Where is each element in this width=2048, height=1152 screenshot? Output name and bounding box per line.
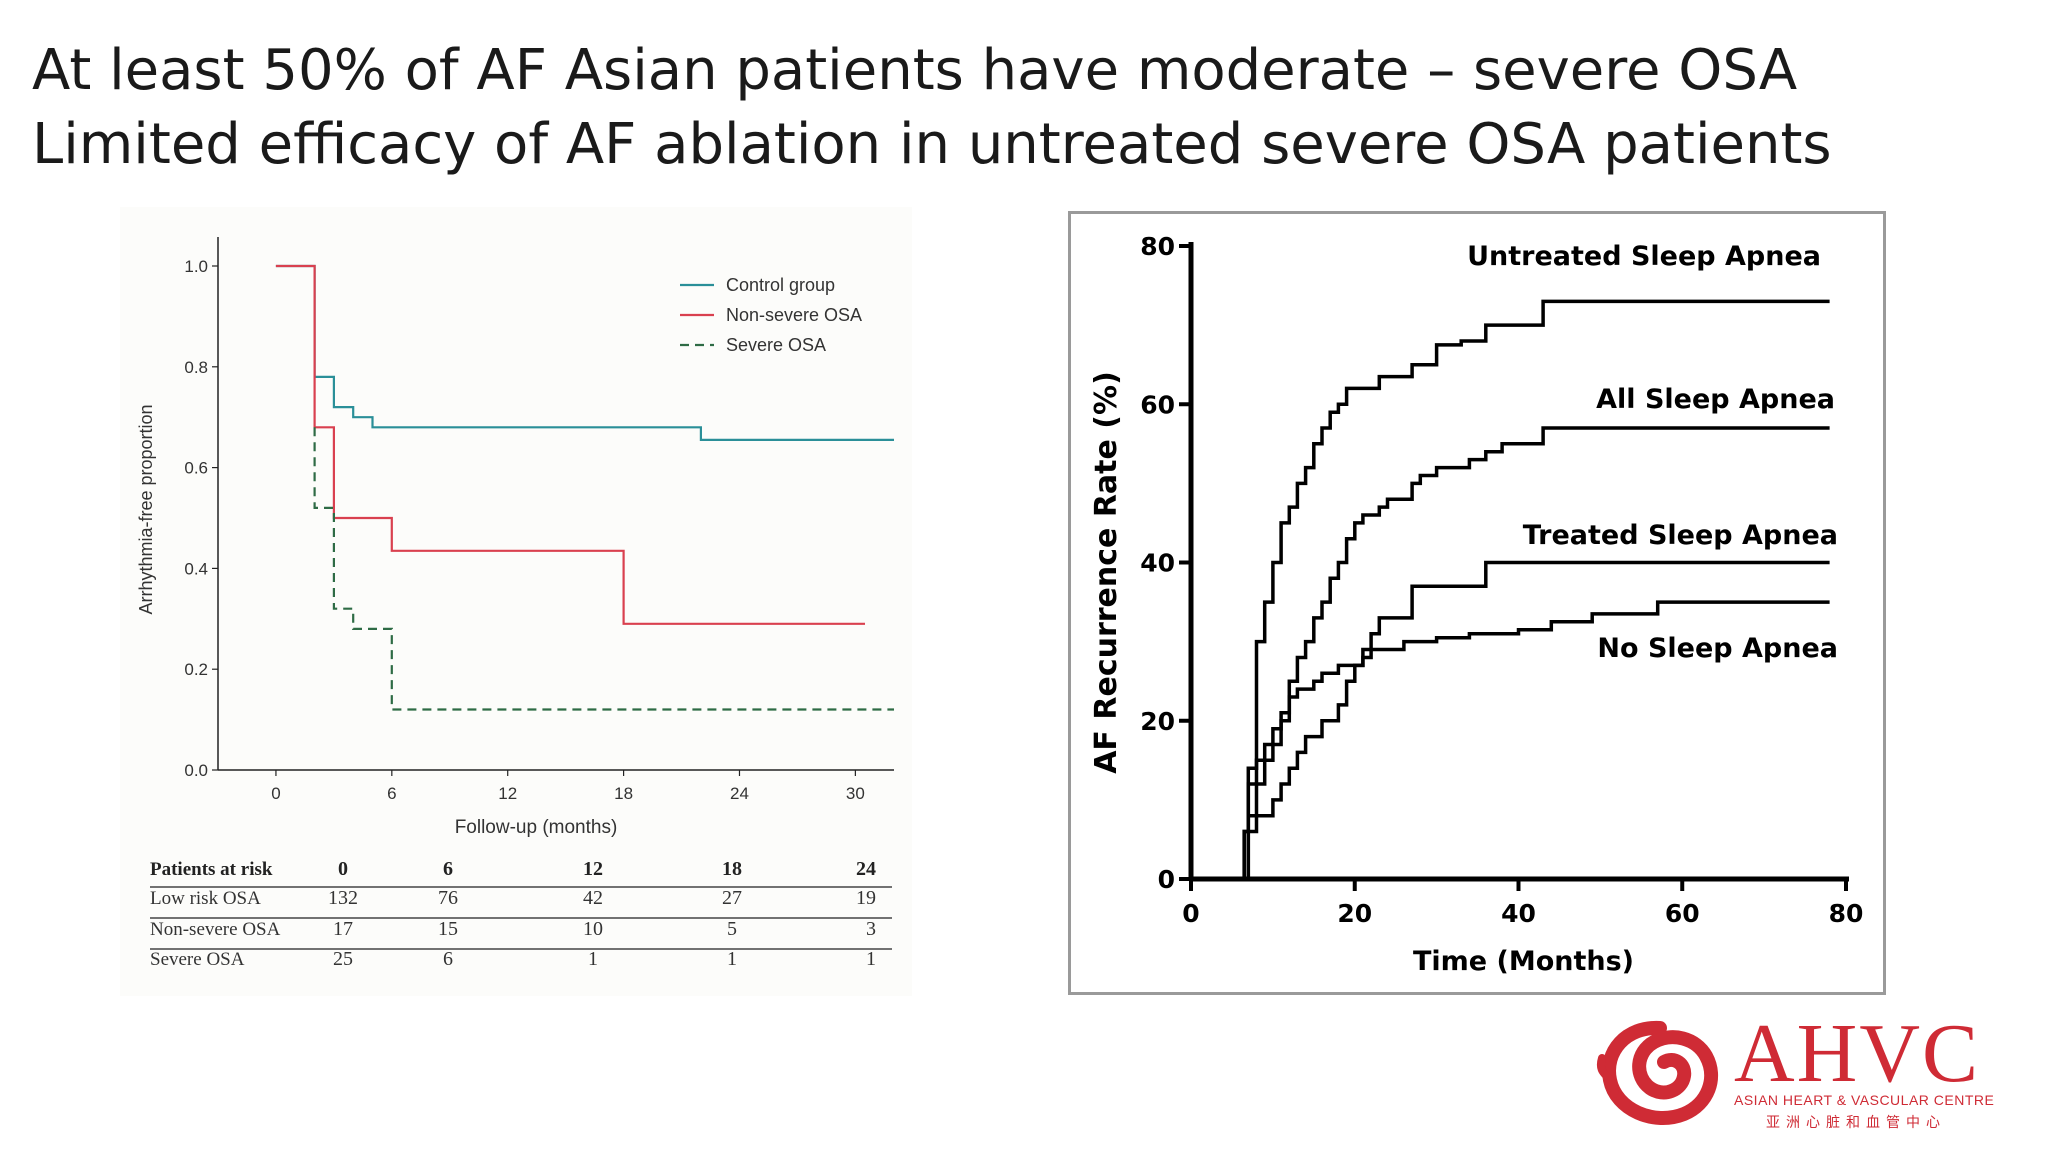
risk-table-value: 5 <box>727 918 737 940</box>
slide-title: At least 50% of AF Asian patients have m… <box>32 34 2012 182</box>
risk-table-row-label: Severe OSA <box>150 949 245 970</box>
series-line-severe-osa <box>313 427 894 711</box>
y-axis-label: AF Recurrence Rate (%) <box>1089 371 1124 774</box>
risk-table-row-label: Non-severe OSA <box>150 919 281 940</box>
risk-table-value: 1 <box>588 948 598 970</box>
title-line-2: Limited efficacy of AF ablation in untre… <box>32 112 1832 177</box>
x-axis-label: Follow-up (months) <box>455 817 618 838</box>
y-axis-label: Arrhythmia-free proportion <box>136 404 156 614</box>
series-line-untreated-sleep-apnea <box>1236 299 1830 881</box>
series-label-all-sleep-apnea: All Sleep Apnea <box>1596 384 1835 415</box>
x-tick-label: 40 <box>1501 899 1536 928</box>
af-recurrence-chart: 0 20 40 60 80 0 20 40 60 80 Time (Months) AF Recurr… <box>1089 232 1864 977</box>
y-tick-label: 0.0 <box>184 761 208 780</box>
legend-label-severe-osa: Severe OSA <box>726 335 826 355</box>
series-label-no-sleep-apnea: No Sleep Apnea <box>1597 633 1838 664</box>
series-line-all-sleep-apnea <box>1246 426 1830 879</box>
x-tick-label: 80 <box>1829 899 1864 928</box>
x-tick-label: 20 <box>1337 899 1372 928</box>
kaplan-meier-chart-panel: 0.0 0.2 0.4 0.6 0.8 1.0 0 6 12 18 24 30 Follow-up (m… <box>120 207 912 996</box>
x-tick-label: 24 <box>730 784 749 803</box>
series-label-treated-sleep-apnea: Treated Sleep Apnea <box>1523 520 1838 551</box>
risk-table-value: 132 <box>328 887 358 909</box>
logo-subtitle-chinese: 亚洲心脏和血管中心 <box>1766 1115 1946 1131</box>
risk-table-value: 6 <box>443 948 453 970</box>
x-tick-label: 0 <box>1182 899 1199 928</box>
title-line-1: At least 50% of AF Asian patients have m… <box>32 38 1798 103</box>
risk-table-header: Patients at risk <box>150 859 273 880</box>
y-tick-label: 40 <box>1140 549 1175 578</box>
x-tick-label: 0 <box>271 784 280 803</box>
x-tick-label: 60 <box>1665 899 1700 928</box>
logo-wordmark: AHVC <box>1734 1007 1981 1100</box>
risk-table-value: 1 <box>727 948 737 970</box>
risk-table-value: 19 <box>856 887 876 909</box>
y-tick-label: 0.8 <box>184 358 208 377</box>
risk-table-value: 27 <box>722 887 742 909</box>
x-tick-label: 18 <box>614 784 633 803</box>
series-line-treated-sleep-apnea <box>1242 560 1830 879</box>
x-tick-label: 30 <box>846 784 865 803</box>
y-tick-label: 0 <box>1158 865 1175 894</box>
risk-table-timepoint: 6 <box>443 858 453 880</box>
logo-subtitle: ASIAN HEART & VASCULAR CENTRE <box>1734 1092 1995 1108</box>
risk-table-timepoint: 24 <box>856 858 876 880</box>
ahvc-logo: AHVC ASIAN HEART & VASCULAR CENTRE 亚洲心脏和… <box>1596 1012 2008 1133</box>
risk-table-timepoint: 0 <box>338 858 348 880</box>
x-axis-label: Time (Months) <box>1413 946 1634 977</box>
y-tick-label: 20 <box>1140 707 1175 736</box>
risk-table-timepoint: 18 <box>722 858 742 880</box>
ahvc-emblem-icon <box>1596 1020 1718 1125</box>
risk-table-value: 10 <box>583 918 603 940</box>
y-tick-label: 1.0 <box>184 257 208 276</box>
series-label-untreated-sleep-apnea: Untreated Sleep Apnea <box>1467 241 1821 272</box>
x-tick-label: 6 <box>387 784 396 803</box>
af-recurrence-chart-panel: 0 20 40 60 80 0 20 40 60 80 Time (Months) AF Recurr… <box>1068 211 1886 995</box>
x-tick-label: 12 <box>498 784 517 803</box>
legend-label-control-group: Control group <box>726 275 835 295</box>
y-tick-label: 0.4 <box>184 559 208 578</box>
risk-table-timepoint: 12 <box>583 858 603 880</box>
series-line-non-severe-osa <box>275 264 865 625</box>
risk-table-row-label: Low risk OSA <box>150 888 261 909</box>
y-tick-label: 80 <box>1140 232 1175 261</box>
risk-table-value: 25 <box>333 948 353 970</box>
y-tick-label: 60 <box>1140 390 1175 419</box>
legend-label-non-severe-osa: Non-severe OSA <box>726 305 862 325</box>
y-tick-label: 0.2 <box>184 660 208 679</box>
y-tick-label: 0.6 <box>184 459 208 478</box>
risk-table-value: 1 <box>866 948 876 970</box>
risk-table-value: 76 <box>438 887 458 909</box>
risk-table-value: 3 <box>866 918 876 940</box>
risk-table-value: 17 <box>333 918 353 940</box>
risk-table-value: 15 <box>438 918 458 940</box>
risk-table-value: 42 <box>583 887 603 909</box>
series-line-no-sleep-apnea <box>1242 600 1830 879</box>
